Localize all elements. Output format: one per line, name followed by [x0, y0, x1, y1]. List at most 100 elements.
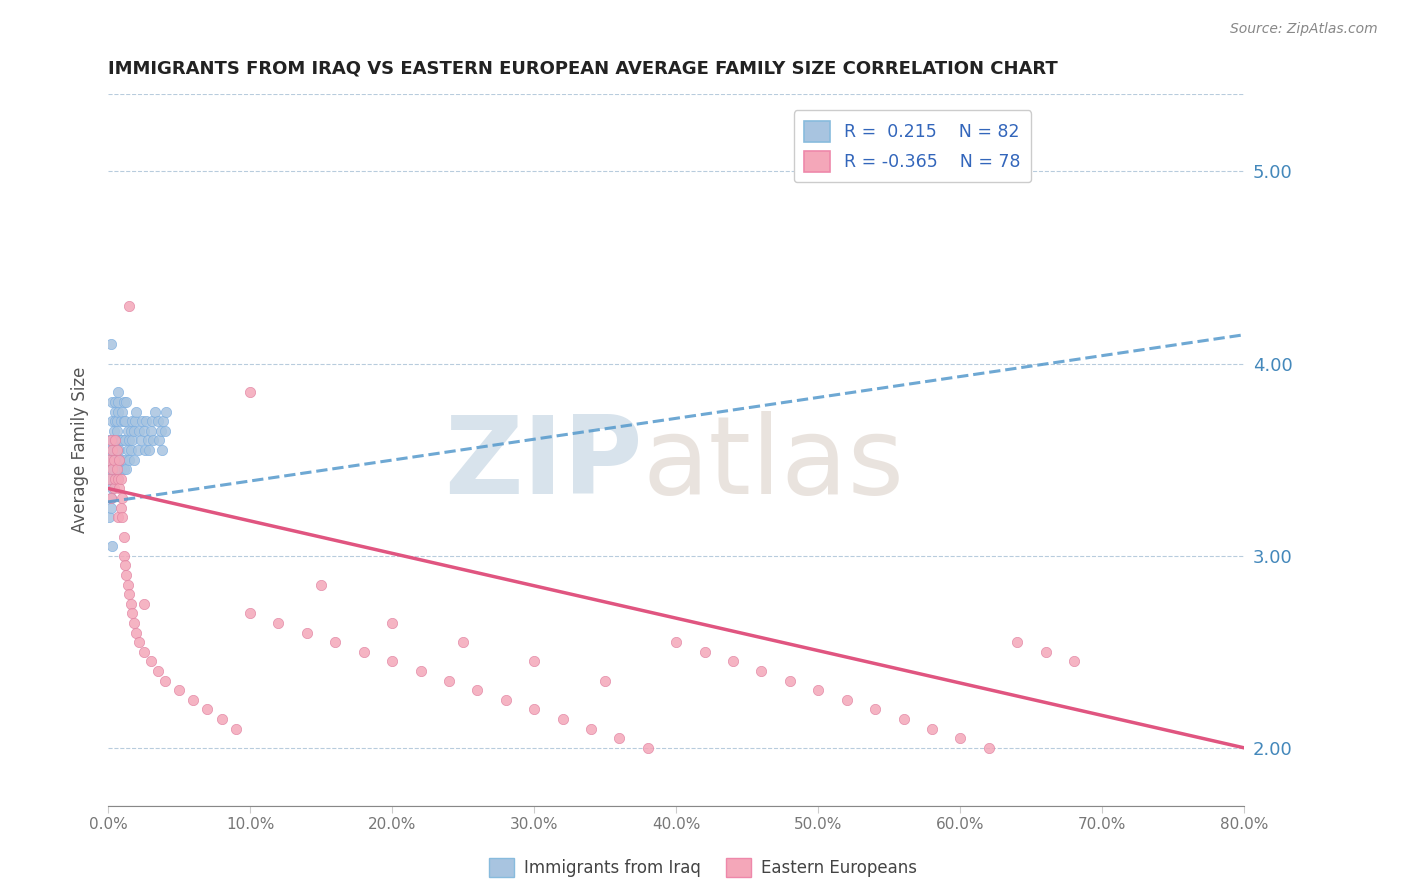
Point — [112, 414, 135, 428]
Point — [381, 655, 404, 669]
Point — [977, 740, 1000, 755]
Point — [108, 434, 131, 448]
Point — [124, 414, 146, 428]
Point — [110, 434, 132, 448]
Point — [98, 472, 121, 486]
Point — [949, 731, 972, 746]
Point — [104, 434, 127, 448]
Point — [128, 635, 150, 649]
Point — [863, 702, 886, 716]
Point — [121, 607, 143, 621]
Point — [108, 452, 131, 467]
Point — [139, 424, 162, 438]
Point — [132, 424, 155, 438]
Point — [239, 607, 262, 621]
Point — [122, 424, 145, 438]
Point — [921, 722, 943, 736]
Point — [146, 664, 169, 678]
Point — [132, 597, 155, 611]
Point — [893, 712, 915, 726]
Point — [101, 539, 124, 553]
Point — [101, 414, 124, 428]
Point — [108, 462, 131, 476]
Point — [609, 731, 631, 746]
Point — [129, 434, 152, 448]
Point — [125, 625, 148, 640]
Point — [117, 424, 139, 438]
Point — [100, 442, 122, 457]
Point — [128, 424, 150, 438]
Point — [579, 722, 602, 736]
Point — [100, 491, 122, 505]
Point — [125, 404, 148, 418]
Point — [120, 597, 142, 611]
Point — [149, 424, 172, 438]
Point — [100, 434, 122, 448]
Point — [110, 414, 132, 428]
Point — [115, 395, 138, 409]
Point — [98, 452, 121, 467]
Point — [467, 683, 489, 698]
Point — [101, 462, 124, 476]
Point — [110, 500, 132, 515]
Point — [309, 577, 332, 591]
Point — [225, 722, 247, 736]
Point — [139, 655, 162, 669]
Point — [121, 434, 143, 448]
Point — [152, 414, 174, 428]
Legend: R =  0.215    N = 82, R = -0.365    N = 78: R = 0.215 N = 82, R = -0.365 N = 78 — [794, 111, 1031, 182]
Point — [1063, 655, 1085, 669]
Point — [108, 482, 131, 496]
Point — [107, 395, 129, 409]
Point — [105, 414, 128, 428]
Point — [112, 462, 135, 476]
Point — [136, 434, 159, 448]
Point — [98, 452, 121, 467]
Point — [835, 693, 858, 707]
Point — [107, 385, 129, 400]
Point — [112, 395, 135, 409]
Point — [111, 404, 134, 418]
Point — [167, 683, 190, 698]
Text: IMMIGRANTS FROM IRAQ VS EASTERN EUROPEAN AVERAGE FAMILY SIZE CORRELATION CHART: IMMIGRANTS FROM IRAQ VS EASTERN EUROPEAN… — [108, 60, 1057, 78]
Text: ZIP: ZIP — [444, 411, 643, 517]
Point — [105, 424, 128, 438]
Point — [105, 442, 128, 457]
Point — [114, 558, 136, 573]
Point — [665, 635, 688, 649]
Point — [108, 442, 131, 457]
Point — [451, 635, 474, 649]
Point — [108, 452, 131, 467]
Point — [117, 577, 139, 591]
Text: Source: ZipAtlas.com: Source: ZipAtlas.com — [1230, 22, 1378, 37]
Point — [107, 472, 129, 486]
Point — [131, 414, 153, 428]
Point — [105, 462, 128, 476]
Point — [155, 404, 177, 418]
Point — [104, 472, 127, 486]
Point — [111, 452, 134, 467]
Point — [295, 625, 318, 640]
Point — [107, 472, 129, 486]
Point — [105, 462, 128, 476]
Point — [114, 414, 136, 428]
Point — [495, 693, 517, 707]
Point — [98, 472, 121, 486]
Point — [104, 414, 127, 428]
Point — [103, 452, 125, 467]
Point — [134, 442, 156, 457]
Point — [103, 482, 125, 496]
Point — [751, 664, 773, 678]
Point — [122, 452, 145, 467]
Point — [97, 510, 120, 524]
Point — [551, 712, 574, 726]
Point — [101, 395, 124, 409]
Point — [114, 452, 136, 467]
Point — [100, 491, 122, 505]
Point — [103, 442, 125, 457]
Point — [807, 683, 830, 698]
Point — [148, 434, 170, 448]
Point — [107, 510, 129, 524]
Y-axis label: Average Family Size: Average Family Size — [72, 367, 89, 533]
Point — [593, 673, 616, 688]
